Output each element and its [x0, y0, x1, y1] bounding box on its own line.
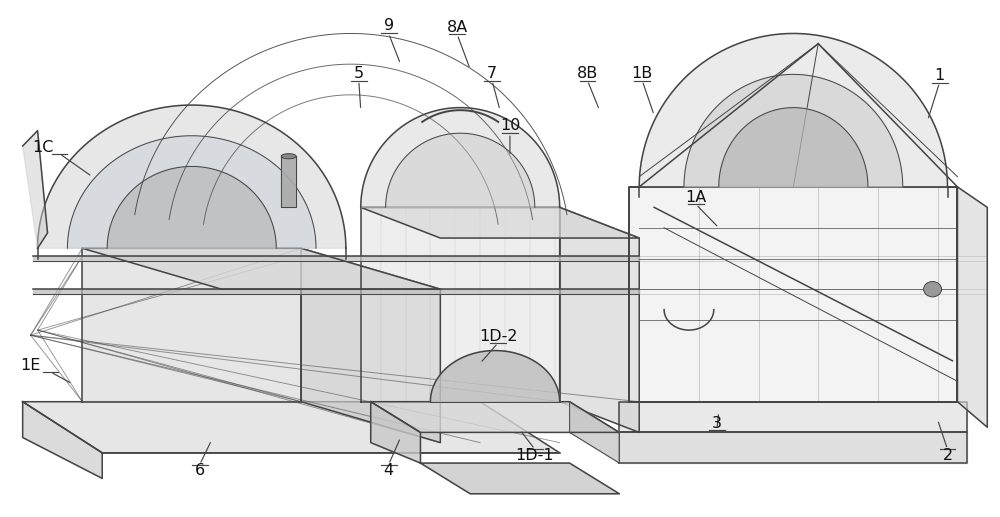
- Text: 8A: 8A: [447, 20, 468, 35]
- Polygon shape: [33, 289, 639, 294]
- Polygon shape: [619, 432, 967, 463]
- Polygon shape: [619, 402, 967, 432]
- Text: 1E: 1E: [20, 358, 41, 373]
- Polygon shape: [281, 156, 296, 207]
- Polygon shape: [301, 248, 440, 443]
- Text: 3: 3: [712, 416, 722, 431]
- Polygon shape: [386, 133, 535, 207]
- Polygon shape: [33, 289, 639, 294]
- Polygon shape: [23, 402, 102, 478]
- Polygon shape: [430, 351, 560, 402]
- Polygon shape: [719, 108, 868, 187]
- Polygon shape: [82, 248, 301, 402]
- Text: 5: 5: [354, 66, 364, 81]
- Polygon shape: [107, 166, 276, 248]
- Ellipse shape: [924, 282, 942, 297]
- Polygon shape: [82, 248, 440, 289]
- Polygon shape: [371, 402, 420, 463]
- Polygon shape: [639, 34, 948, 187]
- Text: 6: 6: [195, 463, 205, 478]
- Text: 1D-2: 1D-2: [479, 329, 517, 344]
- Text: 9: 9: [384, 18, 394, 33]
- Polygon shape: [33, 256, 639, 261]
- Polygon shape: [361, 108, 560, 207]
- Text: 10: 10: [500, 118, 520, 133]
- Text: 2: 2: [942, 448, 953, 463]
- Polygon shape: [629, 187, 957, 402]
- Polygon shape: [361, 207, 560, 402]
- Text: 1A: 1A: [685, 190, 707, 205]
- Polygon shape: [570, 402, 619, 463]
- Polygon shape: [361, 207, 639, 238]
- Text: 1B: 1B: [632, 66, 653, 81]
- Text: 1: 1: [934, 68, 945, 83]
- Polygon shape: [371, 402, 619, 432]
- Polygon shape: [560, 207, 639, 432]
- Polygon shape: [67, 136, 316, 248]
- Polygon shape: [684, 74, 903, 187]
- Text: 4: 4: [384, 463, 394, 478]
- Polygon shape: [23, 402, 560, 453]
- Polygon shape: [420, 463, 619, 494]
- Polygon shape: [38, 105, 346, 248]
- Text: 8B: 8B: [577, 66, 598, 81]
- Text: 1C: 1C: [32, 140, 53, 155]
- Text: 7: 7: [487, 66, 497, 81]
- Ellipse shape: [281, 154, 296, 159]
- Text: 1D-1: 1D-1: [515, 448, 554, 463]
- Polygon shape: [33, 256, 639, 261]
- Polygon shape: [957, 187, 987, 427]
- Polygon shape: [23, 131, 48, 248]
